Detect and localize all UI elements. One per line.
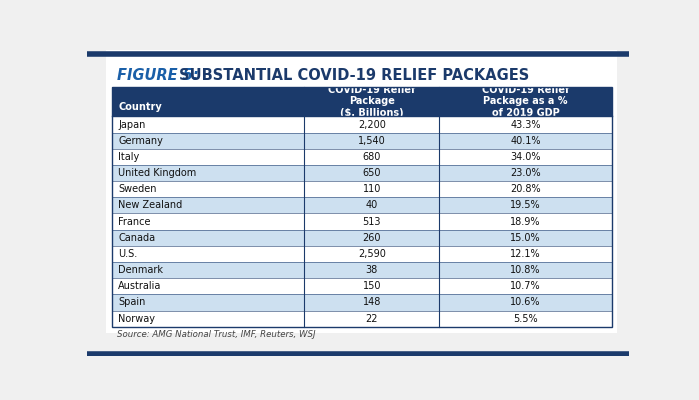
Text: 10.8%: 10.8% <box>510 265 541 275</box>
Text: 34.0%: 34.0% <box>510 152 541 162</box>
Text: Denmark: Denmark <box>118 265 164 275</box>
Text: 150: 150 <box>363 281 381 291</box>
Bar <box>112 310 612 327</box>
Text: 513: 513 <box>363 216 381 226</box>
Bar <box>112 262 612 278</box>
Text: Canada: Canada <box>118 233 155 243</box>
Text: 148: 148 <box>363 298 381 308</box>
Bar <box>112 86 612 327</box>
Text: United Kingdom: United Kingdom <box>118 168 196 178</box>
Text: 43.3%: 43.3% <box>510 120 541 130</box>
Text: 23.0%: 23.0% <box>510 168 541 178</box>
Bar <box>112 181 612 197</box>
Text: 1,540: 1,540 <box>358 136 386 146</box>
Bar <box>112 149 612 165</box>
Text: 260: 260 <box>363 233 381 243</box>
Text: SUBSTANTIAL COVID-19 RELIEF PACKAGES: SUBSTANTIAL COVID-19 RELIEF PACKAGES <box>174 68 529 83</box>
Text: 22: 22 <box>366 314 378 324</box>
Text: 40: 40 <box>366 200 378 210</box>
Text: 19.5%: 19.5% <box>510 200 541 210</box>
Text: Spain: Spain <box>118 298 145 308</box>
Text: 10.7%: 10.7% <box>510 281 541 291</box>
Bar <box>112 197 612 214</box>
Text: Italy: Italy <box>118 152 140 162</box>
Text: 2,590: 2,590 <box>358 249 386 259</box>
Text: 38: 38 <box>366 265 378 275</box>
Bar <box>112 165 612 181</box>
Text: Norway: Norway <box>118 314 155 324</box>
Text: FIGURE 5:: FIGURE 5: <box>117 68 199 83</box>
Text: U.S.: U.S. <box>118 249 138 259</box>
Text: 10.6%: 10.6% <box>510 298 541 308</box>
Text: Germany: Germany <box>118 136 163 146</box>
Text: 650: 650 <box>363 168 381 178</box>
Text: 12.1%: 12.1% <box>510 249 541 259</box>
Bar <box>112 214 612 230</box>
Bar <box>112 116 612 133</box>
Text: 18.9%: 18.9% <box>510 216 541 226</box>
Bar <box>112 86 612 116</box>
Text: Japan: Japan <box>118 120 145 130</box>
Bar <box>112 294 612 310</box>
Text: COVID-19 Relief
Package as a %
of 2019 GDP: COVID-19 Relief Package as a % of 2019 G… <box>482 85 569 118</box>
Text: 40.1%: 40.1% <box>510 136 541 146</box>
Text: New Zealand: New Zealand <box>118 200 182 210</box>
Text: 680: 680 <box>363 152 381 162</box>
Text: 5.5%: 5.5% <box>513 314 538 324</box>
Text: COVID-19 Relief
Package
($, Billions): COVID-19 Relief Package ($, Billions) <box>328 85 415 118</box>
Bar <box>112 278 612 294</box>
Text: Country: Country <box>118 102 162 112</box>
Text: Source: AMG National Trust, IMF, Reuters, WSJ: Source: AMG National Trust, IMF, Reuters… <box>117 330 316 339</box>
Text: Sweden: Sweden <box>118 184 157 194</box>
Text: 20.8%: 20.8% <box>510 184 541 194</box>
Text: Australia: Australia <box>118 281 161 291</box>
Text: France: France <box>118 216 151 226</box>
Bar <box>112 133 612 149</box>
Bar <box>112 230 612 246</box>
Text: 2,200: 2,200 <box>358 120 386 130</box>
Text: 15.0%: 15.0% <box>510 233 541 243</box>
Text: 110: 110 <box>363 184 381 194</box>
Bar <box>112 246 612 262</box>
